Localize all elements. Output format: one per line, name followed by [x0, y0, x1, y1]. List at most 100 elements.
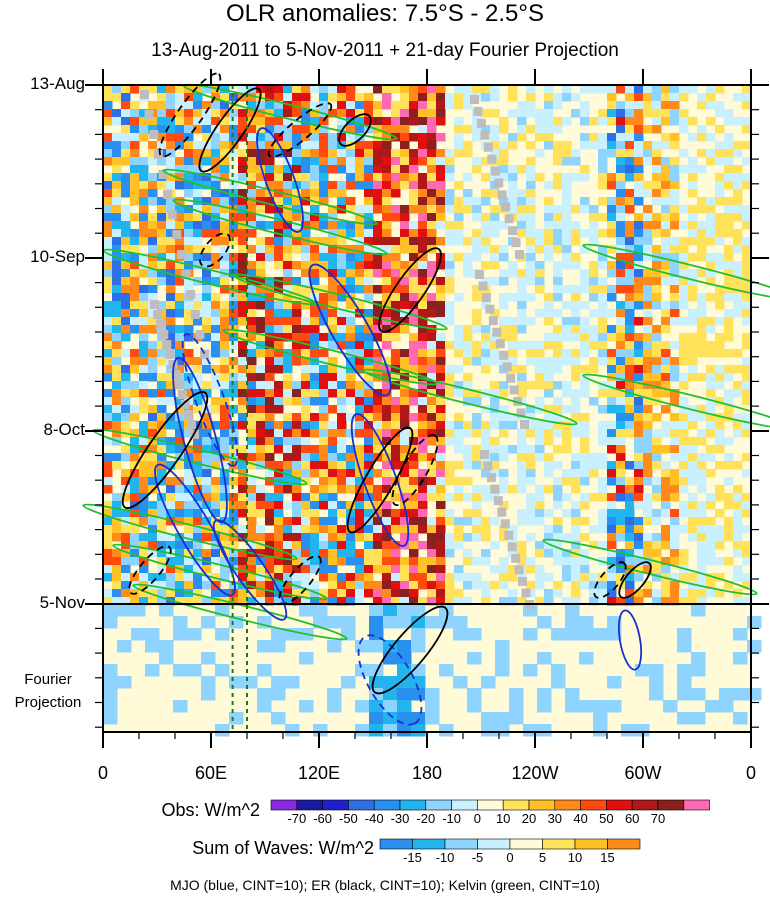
olr-cell [436, 485, 446, 494]
olr-cell [715, 589, 725, 598]
olr-cell [742, 285, 752, 294]
olr-cell [535, 245, 545, 254]
olr-cell [355, 509, 365, 518]
olr-cell [229, 501, 239, 510]
olr-cell [679, 397, 689, 406]
olr-cell [400, 141, 410, 150]
olr-cell [652, 269, 662, 278]
olr-cell [283, 237, 293, 246]
olr-cell [391, 181, 401, 190]
olr-cell [508, 589, 518, 598]
olr-cell [202, 533, 212, 542]
olr-cell [427, 221, 437, 230]
olr-cell [436, 445, 446, 454]
olr-cell [715, 373, 725, 382]
olr-cell [211, 421, 221, 430]
olr-cell [211, 133, 221, 142]
olr-cell [400, 285, 410, 294]
olr-cell [742, 157, 752, 166]
olr-cell [391, 445, 401, 454]
olr-cell [670, 533, 680, 542]
olr-cell [661, 373, 671, 382]
olr-cell [553, 341, 563, 350]
olr-cell [661, 133, 671, 142]
olr-cell [499, 269, 509, 278]
olr-cell [400, 373, 410, 382]
olr-cell [553, 349, 563, 358]
olr-cell [112, 589, 122, 598]
olr-cell [481, 245, 491, 254]
olr-cell [184, 165, 194, 174]
projection-cell [103, 712, 118, 725]
olr-cell [301, 437, 311, 446]
olr-cell [409, 293, 419, 302]
olr-cell [103, 261, 113, 270]
olr-cell [166, 157, 176, 166]
olr-cell [193, 157, 203, 166]
olr-cell [256, 189, 266, 198]
olr-cell [508, 445, 518, 454]
olr-cell [436, 525, 446, 534]
olr-cell [490, 133, 500, 142]
olr-cell [355, 261, 365, 270]
olr-cell [427, 181, 437, 190]
olr-cell [454, 421, 464, 430]
kelvin-contour [232, 273, 448, 331]
olr-cell [688, 413, 698, 422]
olr-cell [598, 493, 608, 502]
projection-cell [481, 724, 496, 737]
olr-cell [301, 301, 311, 310]
olr-cell [409, 133, 419, 142]
olr-cell [463, 269, 473, 278]
olr-cell [571, 589, 581, 598]
olr-cell [715, 365, 725, 374]
olr-cell [148, 469, 158, 478]
olr-cell [373, 333, 383, 342]
olr-cell [400, 149, 410, 158]
olr-cell [589, 141, 599, 150]
olr-cell [103, 517, 113, 526]
olr-cell [697, 93, 707, 102]
olr-cell [625, 525, 635, 534]
olr-cell [688, 437, 698, 446]
olr-cell [175, 197, 185, 206]
olr-cell [688, 493, 698, 502]
olr-cell [301, 493, 311, 502]
olr-cell [454, 197, 464, 206]
olr-cell [382, 485, 392, 494]
olr-cell [166, 117, 176, 126]
olr-cell [589, 221, 599, 230]
olr-cell [211, 453, 221, 462]
olr-cell [418, 189, 428, 198]
olr-cell [373, 141, 383, 150]
olr-cell [328, 557, 338, 566]
olr-cell [373, 109, 383, 118]
olr-cell [121, 549, 131, 558]
olr-cell [481, 421, 491, 430]
projection-cell [397, 616, 412, 629]
olr-cell [742, 549, 752, 558]
obs-colorbar-box [399, 799, 427, 811]
olr-cell [589, 453, 599, 462]
olr-cell [517, 293, 527, 302]
olr-cell [364, 205, 374, 214]
olr-cell [391, 517, 401, 526]
olr-cell [319, 421, 329, 430]
missing-cell [516, 408, 526, 418]
olr-cell [697, 101, 707, 110]
olr-cell [382, 333, 392, 342]
olr-cell [103, 341, 113, 350]
olr-cell [148, 237, 158, 246]
olr-cell [175, 397, 185, 406]
olr-cell [643, 541, 653, 550]
olr-cell [400, 101, 410, 110]
olr-cell [418, 181, 428, 190]
olr-cell [697, 405, 707, 414]
olr-cell [418, 309, 428, 318]
olr-cell [292, 277, 302, 286]
olr-cell [544, 317, 554, 326]
olr-cell [256, 333, 266, 342]
olr-cell [301, 477, 311, 486]
olr-cell [499, 125, 509, 134]
olr-cell [184, 213, 194, 222]
